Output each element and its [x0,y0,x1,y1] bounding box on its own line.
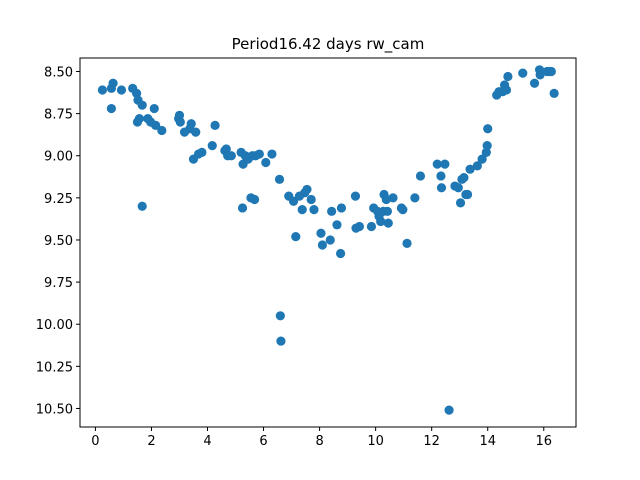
data-point [382,206,393,216]
data-point [237,203,248,213]
data-point [354,221,364,232]
data-point [97,85,108,95]
data-point [481,147,491,157]
x-tick-label: 14 [479,434,496,449]
data-point [317,240,327,250]
data-point [440,159,450,169]
data-point [316,228,326,238]
data-point [302,184,312,195]
data-point [186,119,196,129]
data-point [325,235,335,245]
data-point [108,78,118,88]
data-point [275,311,285,321]
x-tick-label: 16 [536,434,553,449]
data-point [174,110,185,120]
data-point [309,205,319,215]
axes: 0 2 4 6 8 10 12 14 16 8.50 8.75 9.00 9.25 9.50 9.75 10.… [36,65,552,449]
data-point [410,193,420,203]
data-point [402,238,412,248]
x-tick-label: 0 [91,434,99,449]
data-point [465,164,475,174]
data-point [137,201,147,211]
data-point [529,78,540,88]
data-point [116,85,127,95]
x-tick-label: 6 [259,434,267,449]
data-point [383,218,393,228]
data-point [134,114,145,124]
data-point [388,193,398,203]
data-point [482,141,492,151]
data-point [444,405,454,415]
data-point [501,85,512,95]
data-point [207,141,217,151]
data-point [459,173,469,183]
data-point [291,232,301,242]
x-tick-label: 4 [203,434,211,449]
y-tick-label: 9.00 [44,150,73,165]
data-point [432,159,442,169]
data-point [336,248,346,259]
data-point [254,149,264,159]
data-point [297,205,307,215]
data-point [336,203,347,213]
data-point [274,174,285,184]
data-point [436,183,447,193]
x-tick-label: 12 [423,434,440,449]
data-points [97,65,559,415]
y-tick-label: 9.25 [44,192,73,207]
data-point [191,127,201,137]
y-tick-label: 10.50 [36,402,73,417]
data-point [503,71,513,82]
data-point [453,183,463,193]
y-tick-label: 10.25 [36,360,73,375]
data-point [137,100,147,110]
y-tick-label: 8.75 [44,108,73,123]
y-tick-label: 8.50 [44,65,73,80]
data-point [261,157,271,168]
data-point [455,198,466,208]
x-tick-label: 2 [147,434,155,449]
y-tick-label: 9.50 [44,234,73,249]
data-point [535,70,545,80]
data-point [518,68,528,78]
data-point [175,117,185,127]
data-point [436,171,446,181]
data-point [149,103,159,114]
data-point [462,189,473,200]
data-point [276,336,286,346]
data-point [472,161,482,171]
chart-title: Period16.42 days rw_cam [232,35,425,54]
y-tick-label: 9.75 [44,276,73,291]
data-point [415,171,426,181]
data-point [151,120,161,130]
data-point [267,149,277,159]
data-point [376,216,386,227]
y-tick-label: 10.00 [36,318,73,333]
x-tick-label: 8 [315,434,323,449]
data-point [106,103,116,114]
data-point [249,194,260,205]
x-tick-label: 10 [367,434,384,449]
data-point [332,220,342,230]
data-point [197,147,207,157]
data-point [483,124,493,134]
data-point [477,154,487,164]
data-point [210,120,220,130]
data-point [398,205,408,215]
data-point [366,221,377,232]
data-point [226,151,236,161]
plot-frame [79,57,577,428]
data-point [546,66,556,77]
data-point [549,88,559,98]
data-point [157,125,167,136]
data-point [327,206,337,216]
data-point [350,191,361,201]
data-point [306,194,316,205]
